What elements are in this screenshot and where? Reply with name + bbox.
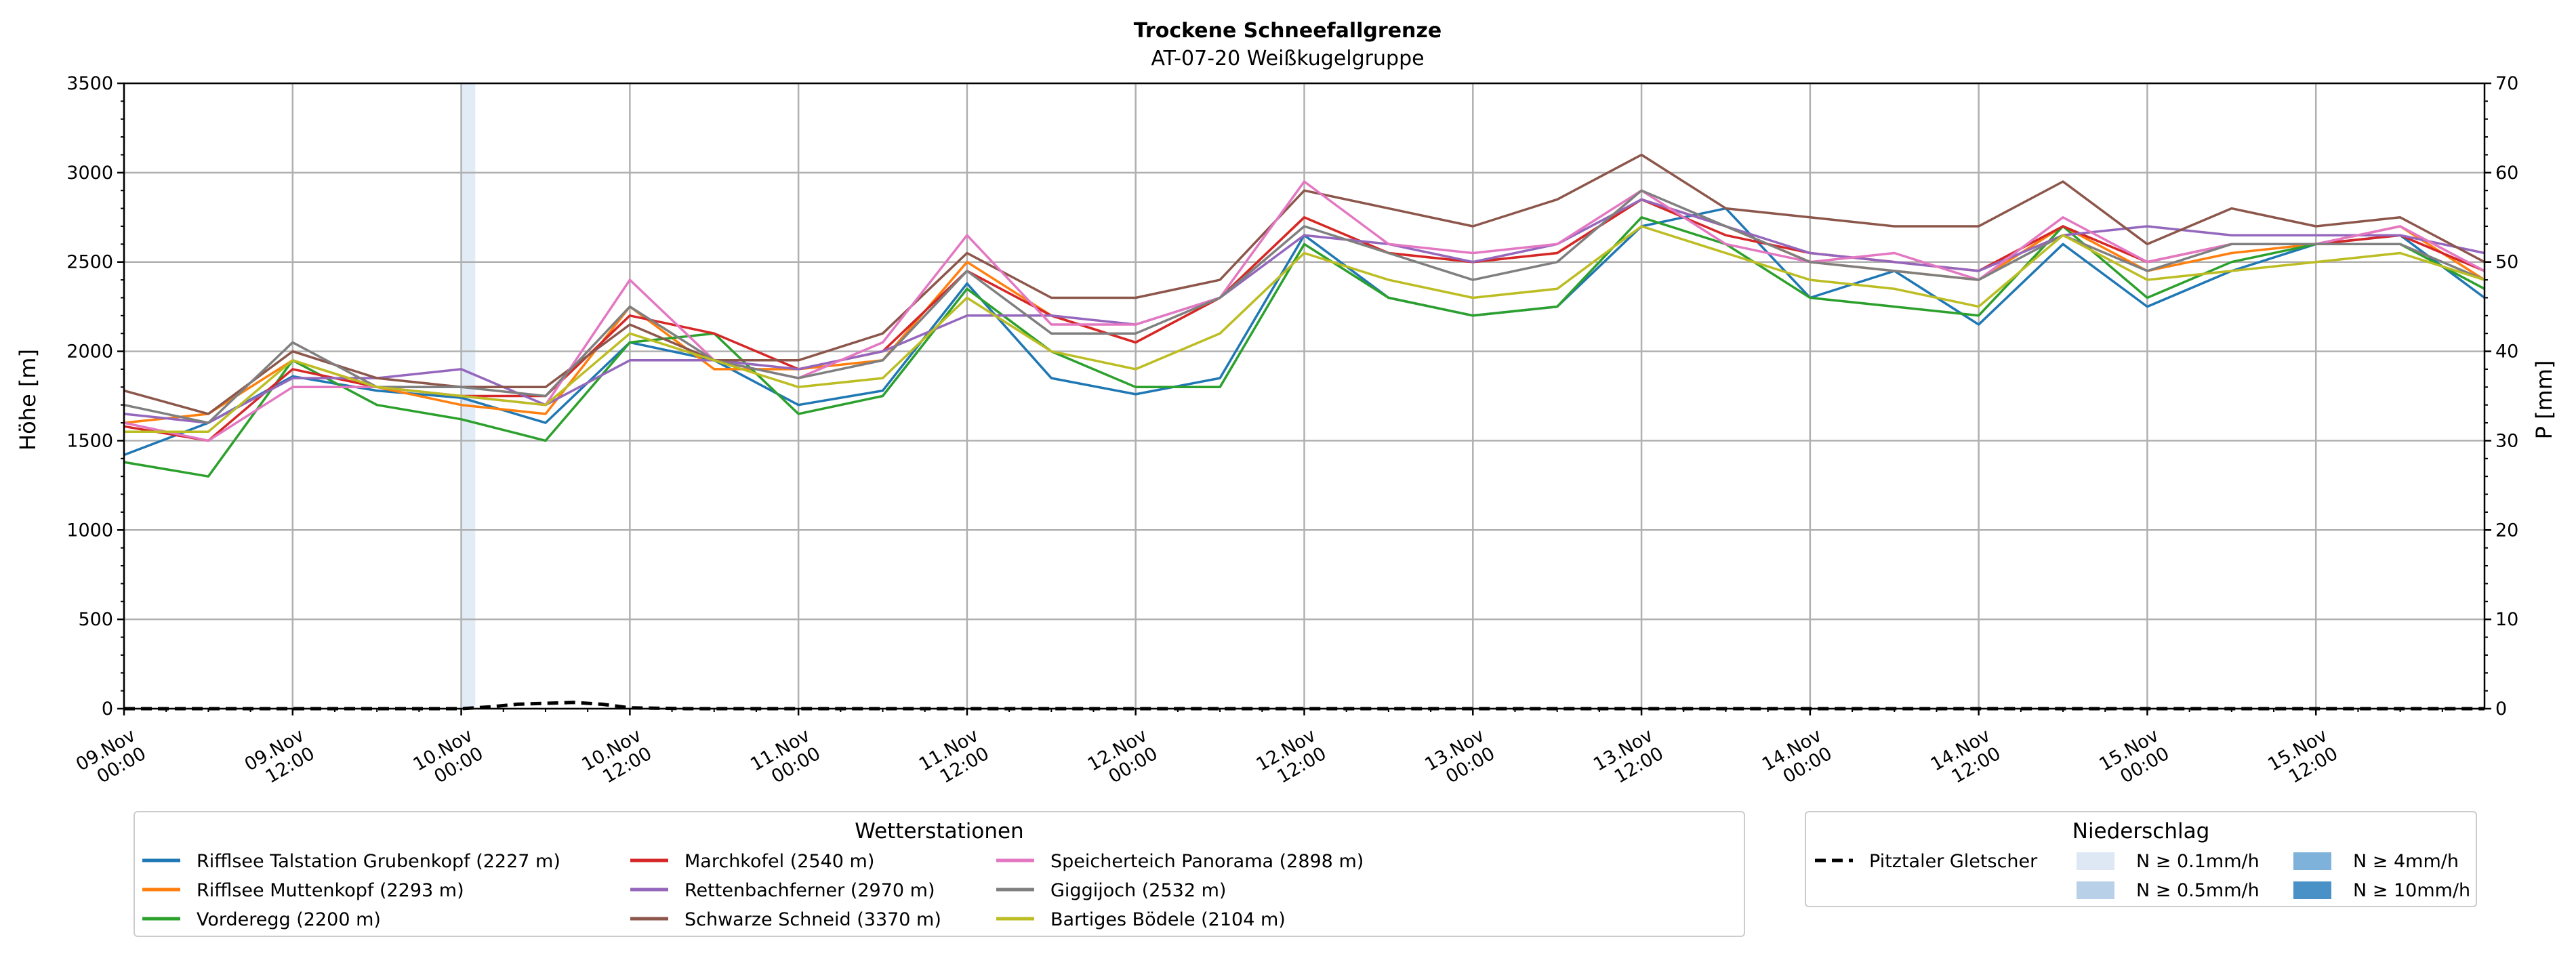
y2-axis-label: P [mm] — [2531, 360, 2557, 440]
series-line-8 — [124, 225, 2485, 433]
y-tick-label-6: 3000 — [66, 163, 113, 184]
y2-tick-label-1: 10 — [2495, 609, 2518, 630]
y-tick-label-7: 3500 — [66, 73, 113, 94]
legend-station-label-5: Schwarze Schneid (3370 m) — [684, 909, 941, 930]
x-tick-label-2: 10.Nov00:00 — [410, 725, 487, 794]
x-tick-label-0: 09.Nov00:00 — [73, 725, 150, 794]
legend-precip-label: Pitztaler Gletscher — [1869, 851, 2038, 872]
legend-stations-title: Wetterstationen — [855, 819, 1023, 844]
x-tick-label-11: 14.Nov12:00 — [1927, 725, 2005, 794]
y-tick-label-3: 1500 — [66, 430, 113, 451]
y2-tick-label-3: 30 — [2495, 430, 2518, 451]
y2-tick-label-4: 40 — [2495, 341, 2518, 362]
x-tick-label-3: 10.Nov12:00 — [578, 725, 655, 794]
legend-station-label-7: Giggijoch (2532 m) — [1050, 880, 1226, 901]
legend-precip-class-swatch-3 — [2293, 881, 2331, 899]
axes-layer: 0 500 1000 1500 2000 2500 3000 3500 0 10 20 30 40 50 6… — [66, 73, 2518, 794]
series-line-7 — [123, 189, 2485, 424]
x-tick-label-13: 15.Nov12:00 — [2264, 725, 2342, 794]
y2-tick-label-0: 0 — [2495, 699, 2507, 720]
x-tick-label-5: 11.Nov12:00 — [916, 725, 993, 794]
chart-title: Trockene Schneefallgrenze — [1134, 19, 1442, 43]
legend-station-label-2: Vorderegg (2200 m) — [197, 909, 381, 930]
x-tick-label-10: 14.Nov00:00 — [1759, 725, 1836, 794]
y-tick-label-4: 2000 — [66, 341, 113, 362]
legend-precip: Niederschlag Pitztaler Gletscher N ≥ 0.1m… — [1805, 811, 2477, 907]
y2-tick-label-2: 20 — [2495, 520, 2518, 541]
series-line-3 — [123, 198, 2485, 442]
legend-precip-class-label-1: N ≥ 0.5mm/h — [2136, 880, 2260, 901]
legend-precip-class-swatch-0 — [2077, 852, 2114, 870]
legend-precip-class-label-0: N ≥ 0.1mm/h — [2136, 851, 2260, 872]
legend-station-label-0: Rifflsee Talstation Grubenkopf (2227 m) — [197, 851, 560, 872]
grid-layer — [123, 82, 2485, 710]
x-tick-label-8: 13.Nov00:00 — [1421, 725, 1498, 794]
series-line-5 — [123, 153, 2485, 415]
legend-station-label-6: Speicherteich Panorama (2898 m) — [1050, 851, 1364, 872]
legend-stations: Wetterstationen Rifflsee Talstation Grub… — [134, 811, 1745, 937]
chart-subtitle: AT-07-20 Weißkugelgruppe — [1151, 47, 1424, 70]
x-tick-label-12: 15.Nov00:00 — [2095, 725, 2173, 794]
x-tick-label-6: 12.Nov00:00 — [1084, 725, 1162, 794]
legend-station-label-3: Marchkofel (2540 m) — [684, 851, 874, 872]
x-tick-label-1: 09.Nov12:00 — [241, 725, 319, 794]
y2-tick-label-5: 50 — [2495, 252, 2518, 273]
y-tick-label-5: 2500 — [66, 252, 113, 273]
x-tick-label-7: 12.Nov12:00 — [1252, 725, 1330, 794]
series-layer — [123, 153, 2486, 478]
y2-tick-label-7: 70 — [2495, 73, 2518, 94]
legend-station-label-1: Rifflsee Muttenkopf (2293 m) — [197, 880, 464, 901]
legend-precip-class-label-2: N ≥ 4mm/h — [2353, 851, 2459, 872]
legend-precip-class-swatch-1 — [2077, 881, 2114, 899]
y-tick-label-2: 1000 — [66, 520, 113, 541]
y-axis-label: Höhe [m] — [15, 349, 41, 451]
x-tick-label-4: 11.Nov00:00 — [747, 725, 824, 794]
legend-precip-class-label-3: N ≥ 10mm/h — [2353, 880, 2470, 901]
legend-precip-title: Niederschlag — [2072, 819, 2210, 844]
legend-station-label-4: Rettenbachferner (2970 m) — [684, 880, 935, 901]
y-tick-label-0: 0 — [102, 699, 113, 720]
y-tick-label-1: 500 — [78, 609, 113, 630]
legend-station-label-8: Bartiges Bödele (2104 m) — [1050, 909, 1286, 930]
legend-precip-class-swatch-2 — [2293, 852, 2331, 870]
y2-tick-label-6: 60 — [2495, 163, 2518, 184]
x-tick-label-9: 13.Nov12:00 — [1590, 725, 1667, 794]
